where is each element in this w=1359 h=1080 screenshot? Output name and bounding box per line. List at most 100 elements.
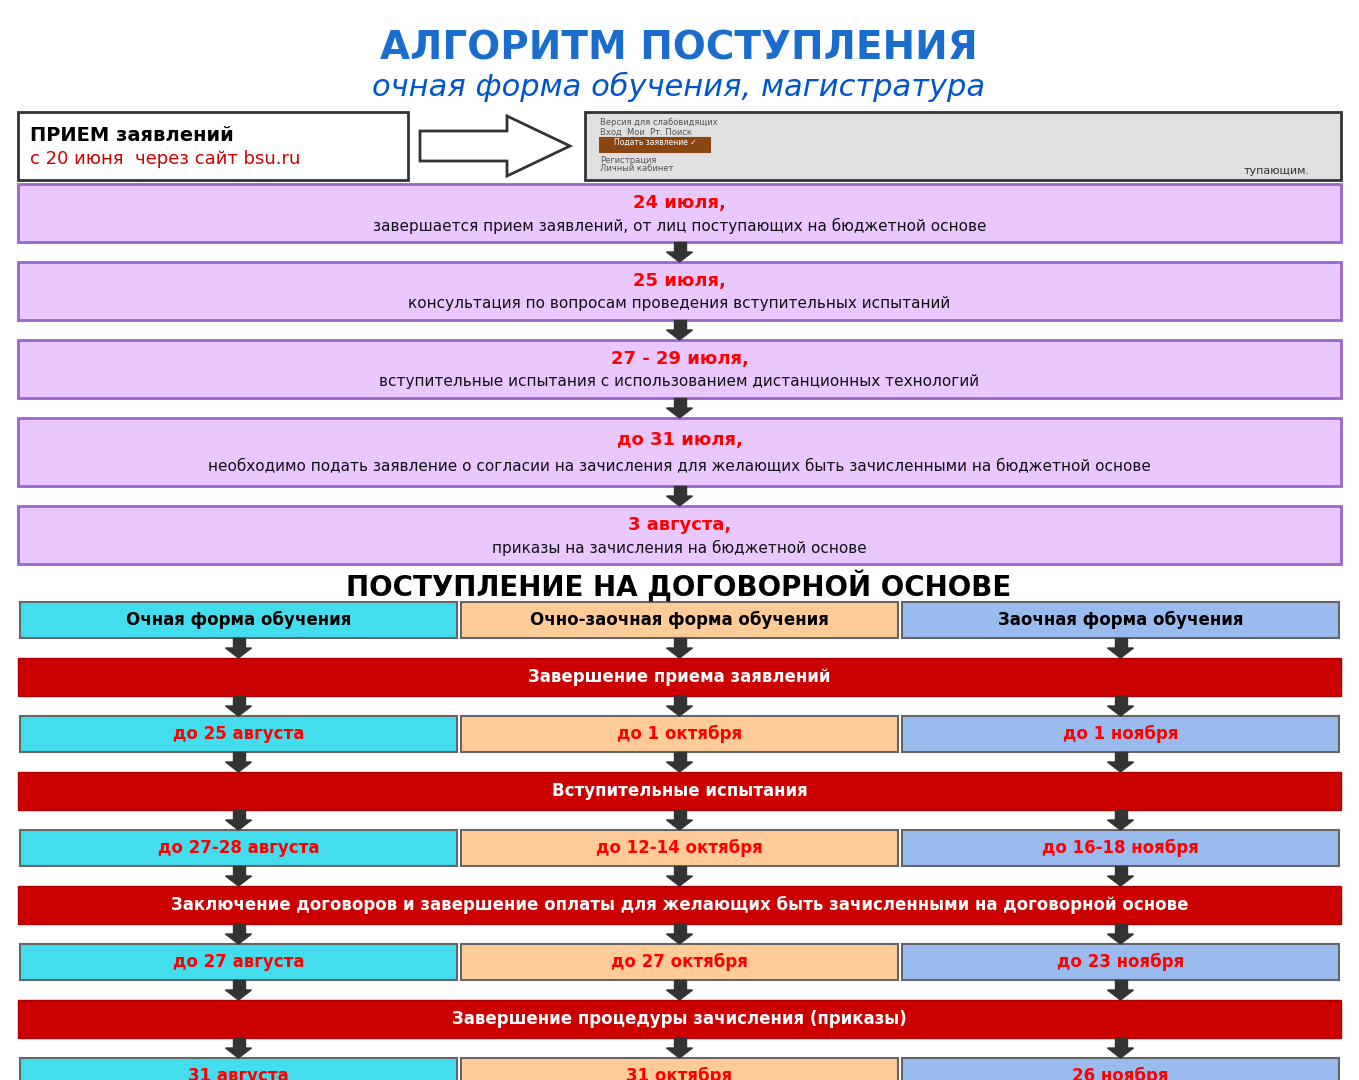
Bar	[18, 1000, 1341, 1038]
Bar	[461, 944, 898, 980]
Polygon shape	[226, 876, 251, 886]
Polygon shape	[666, 706, 693, 716]
Bar	[232, 638, 245, 648]
Polygon shape	[666, 990, 693, 1000]
Text: 24 июля,: 24 июля,	[633, 193, 726, 212]
Text: Версия для слабовидящих: Версия для слабовидящих	[601, 118, 718, 127]
Text: до 31 июля,: до 31 июля,	[617, 431, 742, 449]
Text: Заключение договоров и завершение оплаты для желающих быть зачисленными на догов: Заключение договоров и завершение оплаты…	[171, 896, 1188, 914]
Bar	[461, 831, 898, 866]
Bar	[902, 1058, 1339, 1080]
Polygon shape	[1108, 820, 1133, 831]
Polygon shape	[226, 934, 251, 944]
Bar	[18, 262, 1341, 320]
Text: АЛГОРИТМ ПОСТУПЛЕНИЯ: АЛГОРИТМ ПОСТУПЛЕНИЯ	[381, 30, 978, 68]
Text: до 25 августа: до 25 августа	[173, 725, 304, 743]
Bar	[674, 752, 685, 762]
Bar	[674, 242, 685, 252]
Bar	[674, 638, 685, 648]
Text: ПРИЕМ заявлений: ПРИЕМ заявлений	[30, 126, 234, 145]
Polygon shape	[666, 252, 693, 262]
Text: 26 ноября: 26 ноября	[1072, 1067, 1169, 1080]
Text: до 1 ноября: до 1 ноября	[1063, 725, 1178, 743]
Polygon shape	[226, 648, 251, 658]
Text: необходимо подать заявление о согласии на зачисления для желающих быть зачисленн: необходимо подать заявление о согласии н…	[208, 459, 1151, 474]
Polygon shape	[1108, 706, 1133, 716]
Bar	[674, 320, 685, 330]
Polygon shape	[1108, 1048, 1133, 1058]
Bar	[1114, 810, 1127, 820]
Bar	[902, 602, 1339, 638]
Bar	[902, 831, 1339, 866]
Text: до 27-28 августа: до 27-28 августа	[158, 839, 319, 858]
Bar	[232, 1038, 245, 1048]
Text: 31 августа: 31 августа	[188, 1067, 289, 1080]
Bar	[674, 1038, 685, 1048]
Text: 3 августа,: 3 августа,	[628, 515, 731, 534]
Bar	[1114, 924, 1127, 934]
Text: Очная форма обучения: Очная форма обучения	[126, 611, 351, 629]
Polygon shape	[226, 1048, 251, 1058]
Bar	[461, 1058, 898, 1080]
Text: 25 июля,: 25 июля,	[633, 271, 726, 289]
Polygon shape	[226, 762, 251, 772]
Bar	[232, 696, 245, 706]
Bar	[1114, 696, 1127, 706]
Bar	[1114, 980, 1127, 990]
Bar	[461, 602, 898, 638]
Bar	[232, 980, 245, 990]
Polygon shape	[226, 820, 251, 831]
Bar	[1114, 752, 1127, 762]
Bar	[18, 507, 1341, 564]
Bar	[232, 810, 245, 820]
Polygon shape	[1108, 990, 1133, 1000]
Bar	[20, 944, 457, 980]
Text: Вступительные испытания: Вступительные испытания	[552, 782, 807, 800]
Bar	[232, 924, 245, 934]
Text: до 1 октября: до 1 октября	[617, 725, 742, 743]
Bar	[18, 112, 408, 180]
Bar	[902, 716, 1339, 752]
Polygon shape	[666, 330, 693, 340]
Polygon shape	[666, 762, 693, 772]
Text: до 27 октября: до 27 октября	[612, 953, 747, 971]
Text: ПОСТУПЛЕНИЕ НА ДОГОВОРНОЙ ОСНОВЕ: ПОСТУПЛЕНИЕ НА ДОГОВОРНОЙ ОСНОВЕ	[347, 570, 1011, 602]
Bar	[18, 340, 1341, 399]
Bar	[18, 418, 1341, 486]
Bar	[20, 602, 457, 638]
Bar	[20, 831, 457, 866]
Text: Подать заявление ✓: Подать заявление ✓	[614, 138, 696, 147]
Bar	[674, 810, 685, 820]
Polygon shape	[1108, 762, 1133, 772]
Text: консультация по вопросам проведения вступительных испытаний: консультация по вопросам проведения всту…	[408, 296, 951, 311]
Bar	[461, 716, 898, 752]
Bar	[20, 1058, 457, 1080]
Bar	[674, 696, 685, 706]
Text: Очно-заочная форма обучения: Очно-заочная форма обучения	[530, 611, 829, 629]
Text: тупающим.: тупающим.	[1243, 166, 1310, 176]
Bar	[674, 924, 685, 934]
Polygon shape	[420, 116, 569, 176]
Bar	[18, 184, 1341, 242]
Bar	[1114, 638, 1127, 648]
Text: до 12-14 октября: до 12-14 октября	[597, 839, 762, 858]
Text: до 23 ноября: до 23 ноября	[1057, 953, 1184, 971]
Text: до 27 августа: до 27 августа	[173, 953, 304, 971]
Bar	[18, 886, 1341, 924]
Polygon shape	[666, 496, 693, 507]
Text: приказы на зачисления на бюджетной основе: приказы на зачисления на бюджетной основ…	[492, 540, 867, 556]
Bar	[674, 866, 685, 876]
Bar	[20, 716, 457, 752]
Polygon shape	[666, 408, 693, 418]
Bar	[232, 866, 245, 876]
Bar	[674, 980, 685, 990]
Text: с 20 июня  через сайт bsu.ru: с 20 июня через сайт bsu.ru	[30, 150, 300, 168]
Polygon shape	[666, 876, 693, 886]
Text: до 16-18 ноября: до 16-18 ноября	[1042, 839, 1199, 858]
Bar	[1114, 1038, 1127, 1048]
Text: завершается прием заявлений, от лиц поступающих на бюджетной основе: завершается прием заявлений, от лиц пост…	[372, 218, 987, 234]
Bar	[584, 112, 1341, 180]
Polygon shape	[666, 934, 693, 944]
Bar	[902, 944, 1339, 980]
Text: Завершение процедуры зачисления (приказы): Завершение процедуры зачисления (приказы…	[453, 1010, 906, 1028]
